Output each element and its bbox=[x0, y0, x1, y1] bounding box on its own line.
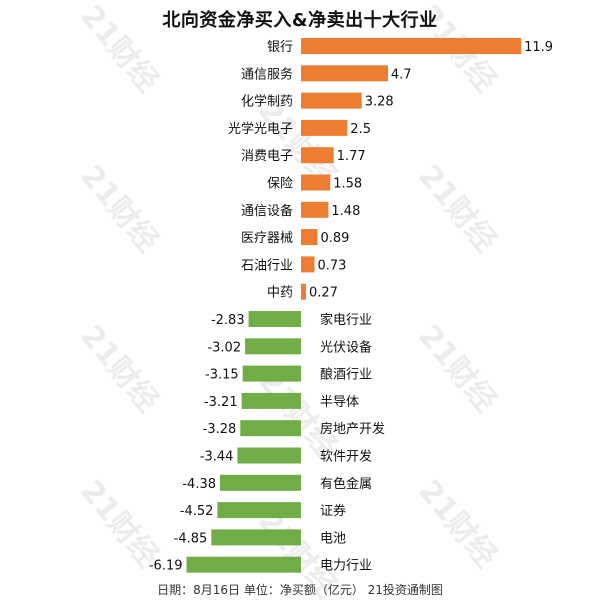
bar bbox=[240, 420, 301, 437]
watermark-logo: 21财经 bbox=[411, 159, 503, 259]
bar bbox=[211, 529, 301, 546]
bar bbox=[248, 311, 301, 327]
value-label: 0.27 bbox=[309, 286, 338, 301]
bar bbox=[237, 447, 301, 464]
value-label: -6.19 bbox=[149, 559, 183, 574]
bar bbox=[217, 502, 301, 519]
watermark-logo: 21财经 bbox=[73, 159, 165, 259]
category-label: 电池 bbox=[320, 531, 346, 546]
value-label: -3.15 bbox=[205, 368, 239, 383]
value-label: 1.48 bbox=[331, 204, 360, 219]
category-label: 通信设备 bbox=[241, 203, 293, 219]
category-label: 中药 bbox=[267, 286, 293, 301]
category-label: 光伏设备 bbox=[320, 339, 372, 355]
value-label: 4.7 bbox=[391, 67, 412, 82]
bar bbox=[220, 474, 301, 491]
value-label: -3.28 bbox=[203, 422, 237, 437]
watermark-logo: 21财经 bbox=[411, 319, 503, 419]
bar bbox=[245, 338, 301, 355]
bar bbox=[301, 92, 362, 109]
value-label: 1.58 bbox=[333, 177, 362, 192]
value-label: 0.73 bbox=[318, 258, 347, 273]
chart-title: 北向资金净买入&净卖出十大行业 bbox=[162, 10, 438, 31]
category-label: 消费电子 bbox=[241, 149, 293, 164]
bar bbox=[301, 201, 329, 218]
value-label: -3.02 bbox=[207, 340, 241, 355]
category-label: 家电行业 bbox=[320, 312, 372, 328]
category-label: 光学光电子 bbox=[228, 121, 293, 137]
bar bbox=[241, 392, 301, 409]
category-label: 房地产开发 bbox=[320, 421, 385, 437]
bar bbox=[301, 174, 331, 191]
value-label: 0.89 bbox=[321, 231, 350, 246]
value-label: -3.44 bbox=[200, 450, 234, 465]
category-label: 电力行业 bbox=[320, 559, 372, 574]
bar bbox=[301, 119, 348, 136]
category-label: 半导体 bbox=[320, 395, 359, 410]
bar bbox=[242, 365, 301, 382]
category-label: 证券 bbox=[320, 503, 346, 519]
watermark-logo: 21财经 bbox=[411, 474, 503, 574]
category-label: 银行 bbox=[267, 40, 293, 55]
category-label: 石油行业 bbox=[241, 258, 293, 273]
bar bbox=[301, 38, 522, 54]
value-label: 3.28 bbox=[365, 95, 394, 110]
bar bbox=[301, 147, 334, 164]
value-label: 11.9 bbox=[524, 40, 553, 55]
category-label: 有色金属 bbox=[320, 476, 372, 492]
category-label: 医疗器械 bbox=[241, 231, 293, 246]
category-label: 通信服务 bbox=[241, 66, 293, 82]
category-label: 酿酒行业 bbox=[320, 367, 372, 383]
category-label: 保险 bbox=[267, 177, 293, 192]
bar bbox=[186, 556, 301, 573]
bar bbox=[301, 283, 306, 300]
bar bbox=[301, 256, 315, 273]
value-label: -4.38 bbox=[182, 477, 216, 492]
bar bbox=[301, 65, 388, 82]
bars-layer: 银行 11.9 通信服务 4.7 化学制药 3.28 光学光电子 2.5 消费电子 1.77 保险 1… bbox=[149, 38, 553, 574]
category-label: 化学制药 bbox=[241, 94, 293, 110]
category-label: 软件开发 bbox=[320, 449, 372, 465]
chart-footer: 日期：8月16日 单位：净买额（亿元） 21投资通制图 bbox=[157, 583, 443, 597]
value-label: 1.77 bbox=[337, 149, 366, 164]
watermark-logo: 21财经 bbox=[73, 319, 165, 419]
value-label: -3.21 bbox=[204, 395, 238, 410]
watermark-logo: 21财经 bbox=[73, 0, 165, 99]
value-label: -2.83 bbox=[211, 313, 245, 328]
value-label: -4.85 bbox=[174, 531, 208, 546]
value-label: -4.52 bbox=[180, 504, 214, 519]
bar bbox=[301, 229, 318, 246]
value-label: 2.5 bbox=[350, 122, 371, 137]
